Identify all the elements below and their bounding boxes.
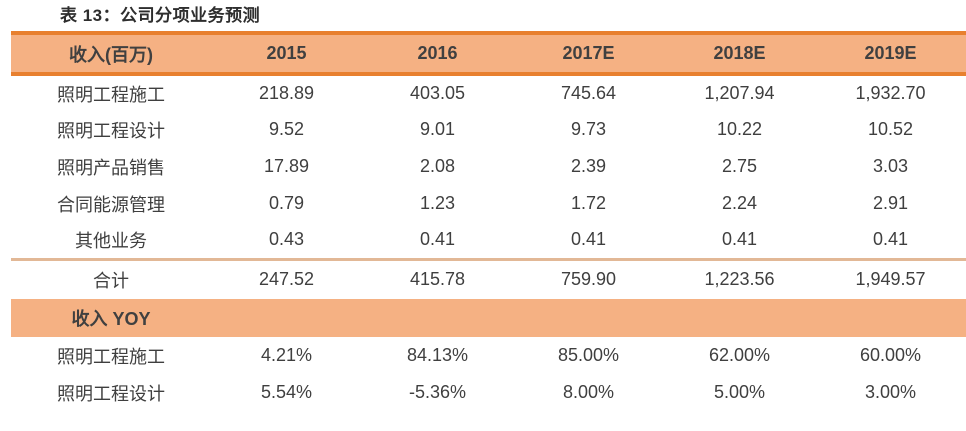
table-cell: 1,949.57 (815, 257, 966, 299)
table-cell: 415.78 (362, 257, 513, 299)
table-cell: 1,223.56 (664, 257, 815, 299)
table-body: 照明工程施工 218.89 403.05 745.64 1,207.94 1,9… (11, 74, 966, 411)
table-cell: 3.00% (864, 382, 917, 402)
table-cell: 10.52 (867, 119, 914, 139)
table-cell: 1.72 (570, 193, 607, 213)
table-cell: 3.03 (872, 156, 909, 176)
table-cell: 1,207.94 (704, 83, 775, 103)
table-cell: 2.08 (419, 156, 456, 176)
table-row-lighting-design: 照明工程设计 9.52 9.01 9.73 10.22 10.52 (11, 111, 966, 148)
table-cell: -5.36% (408, 382, 467, 402)
row-label: 其他业务 (75, 230, 147, 251)
table-cell: 745.64 (560, 83, 617, 103)
table-cell: 9.52 (268, 119, 305, 139)
column-header-2016: 2016 (362, 31, 513, 76)
table-cell: 4.21% (260, 345, 313, 365)
table-cell: 403.05 (409, 83, 466, 103)
table-cell: 17.89 (263, 156, 310, 176)
table-cell: 0.79 (268, 193, 305, 213)
yoy-band-cell (513, 299, 664, 337)
column-header-2015: 2015 (211, 31, 362, 76)
table-cell: 62.00% (708, 345, 771, 365)
column-header-2018e: 2018E (664, 31, 815, 76)
table-header: 收入(百万) 2015 2016 2017E 2018E 2019E (11, 31, 966, 76)
yoy-row-lighting-construction: 照明工程施工 4.21% 84.13% 85.00% 62.00% 60.00% (11, 337, 966, 374)
table-cell: 0.41 (419, 229, 456, 250)
row-label: 合计 (11, 257, 211, 299)
table-row-product-sales: 照明产品销售 17.89 2.08 2.39 2.75 3.03 (11, 148, 966, 185)
column-header-revenue: 收入(百万) (11, 31, 211, 76)
table-cell: 60.00% (859, 345, 922, 365)
table-cell: 247.52 (211, 257, 362, 299)
yoy-band-cell (815, 299, 966, 337)
row-label: 照明工程设计 (57, 383, 165, 404)
yoy-band-cell (664, 299, 815, 337)
report-table-page: 表 13：公司分项业务预测 收入(百万) 2015 2016 2017E 201… (0, 6, 966, 411)
yoy-section-label: 收入 YOY (11, 299, 211, 337)
yoy-band-cell (211, 299, 362, 337)
table-row-total: 合计 247.52 415.78 759.90 1,223.56 1,949.5… (11, 257, 966, 299)
table-row-lighting-construction: 照明工程施工 218.89 403.05 745.64 1,207.94 1,9… (11, 74, 966, 111)
table-row-other-business: 其他业务 0.43 0.41 0.41 0.41 0.41 (11, 222, 966, 259)
table-cell: 84.13% (406, 345, 469, 365)
header-row: 收入(百万) 2015 2016 2017E 2018E 2019E (11, 31, 966, 76)
table-cell: 85.00% (557, 345, 620, 365)
table-cell: 0.41 (570, 229, 607, 250)
forecast-table: 收入(百万) 2015 2016 2017E 2018E 2019E 照明工程施… (11, 31, 966, 411)
table-row-energy-management: 合同能源管理 0.79 1.23 1.72 2.24 2.91 (11, 185, 966, 222)
row-label: 照明产品销售 (57, 157, 165, 178)
table-cell: 9.01 (419, 119, 456, 139)
table-cell: 2.91 (872, 193, 909, 213)
table-cell: 9.73 (570, 119, 607, 139)
table-cell: 10.22 (716, 119, 763, 139)
table-cell: 218.89 (258, 83, 315, 103)
yoy-section-header-row: 收入 YOY (11, 299, 966, 337)
table-cell: 2.24 (721, 193, 758, 213)
table-cell: 5.00% (713, 382, 766, 402)
yoy-row-lighting-design: 照明工程设计 5.54% -5.36% 8.00% 5.00% 3.00% (11, 374, 966, 411)
row-label: 照明工程设计 (57, 120, 165, 141)
table-cell: 0.41 (721, 229, 758, 250)
row-label: 合同能源管理 (57, 194, 165, 215)
table-cell: 8.00% (562, 382, 615, 402)
table-cell: 1,932.70 (855, 83, 926, 103)
column-header-2019e: 2019E (815, 31, 966, 76)
table-cell: 759.90 (513, 257, 664, 299)
row-label: 照明工程施工 (57, 346, 165, 367)
table-caption: 表 13：公司分项业务预测 (60, 6, 261, 25)
row-label: 照明工程施工 (57, 84, 165, 105)
table-cell: 2.39 (570, 156, 607, 176)
column-header-2017e: 2017E (513, 31, 664, 76)
table-cell: 1.23 (419, 193, 456, 213)
table-cell: 5.54% (260, 382, 313, 402)
table-cell: 0.41 (872, 229, 909, 250)
table-cell: 0.43 (268, 229, 305, 250)
yoy-band-cell (362, 299, 513, 337)
table-cell: 2.75 (721, 156, 758, 176)
